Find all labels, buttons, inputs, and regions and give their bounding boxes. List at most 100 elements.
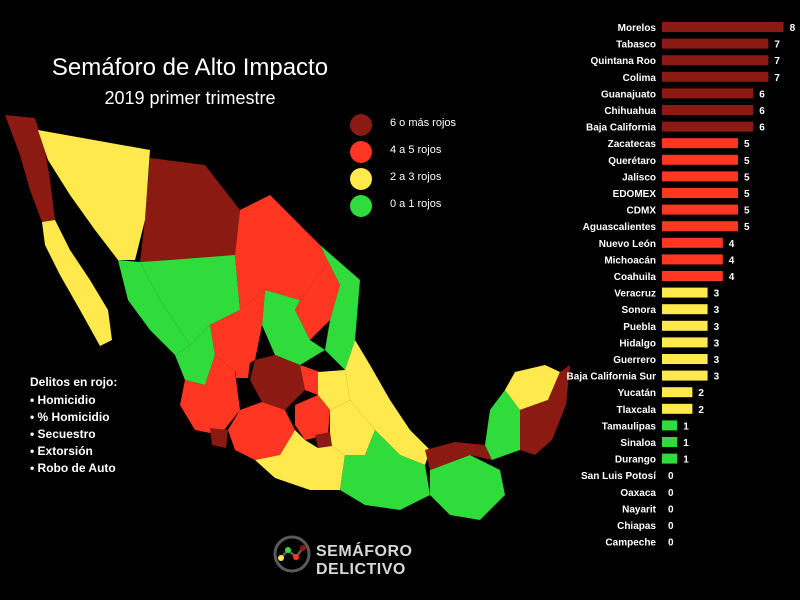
note-item: • Robo de Auto xyxy=(30,461,116,475)
category-label: Guanajuato xyxy=(601,89,656,100)
category-label: Durango xyxy=(615,455,656,466)
category-label: Aguascalientes xyxy=(583,222,657,233)
category-label: Sinaloa xyxy=(620,438,656,449)
bar xyxy=(662,221,738,232)
value-label: 5 xyxy=(744,222,750,233)
bar xyxy=(662,237,723,248)
map-region-chiapas xyxy=(430,455,505,520)
value-label: 6 xyxy=(759,89,765,100)
map-region-jalisco xyxy=(180,355,240,435)
map-region-san-luis-potosi xyxy=(262,290,325,365)
legend: 6 o más rojos 4 a 5 rojos 2 a 3 rojos 0 … xyxy=(350,114,500,222)
value-label: 1 xyxy=(683,455,689,466)
category-label: Sonora xyxy=(622,305,657,316)
bar xyxy=(662,71,769,82)
category-label: Michoacán xyxy=(604,255,656,266)
value-label: 1 xyxy=(683,421,689,432)
bar xyxy=(662,387,693,398)
map-region-baja-california-sur xyxy=(42,220,112,346)
bar xyxy=(662,320,708,331)
category-label: Baja California xyxy=(586,123,656,134)
value-label: 3 xyxy=(714,322,720,333)
bar xyxy=(662,420,678,431)
note-text: Homicidio xyxy=(37,393,96,407)
note-text: Extorsión xyxy=(37,444,93,458)
legend-label: 2 a 3 rojos xyxy=(390,171,442,183)
map-region-coahuila xyxy=(235,195,330,310)
legend-label: 0 a 1 rojos xyxy=(390,198,442,210)
bar xyxy=(662,154,738,165)
map-region-nayarit xyxy=(175,325,215,385)
value-label: 7 xyxy=(774,56,780,67)
map-region-colima xyxy=(210,428,228,448)
value-label: 0 xyxy=(668,471,674,482)
bar xyxy=(662,354,708,364)
map-region-cdmx xyxy=(312,413,321,423)
map-region-tamaulipas xyxy=(320,245,360,370)
category-label: Veracruz xyxy=(614,289,656,300)
legend-swatch xyxy=(350,114,372,136)
note-item: • % Homicidio xyxy=(30,410,110,424)
category-label: Puebla xyxy=(623,322,656,333)
bar xyxy=(662,337,708,348)
bar xyxy=(662,121,754,132)
note-text: Robo de Auto xyxy=(37,461,116,475)
bar xyxy=(662,453,678,464)
value-label: 3 xyxy=(714,355,720,366)
category-label: Zacatecas xyxy=(608,139,657,150)
value-label: 1 xyxy=(683,438,689,449)
legend-label: 4 a 5 rojos xyxy=(390,144,442,156)
bar-chart: Morelos 8 Tabasco 7 Quintana Roo 7 Colima 7 Guan… xyxy=(567,22,796,549)
map-region-oaxaca xyxy=(340,430,430,510)
value-label: 3 xyxy=(714,338,720,349)
note-item: • Extorsión xyxy=(30,444,93,458)
category-label: Morelos xyxy=(618,23,657,34)
bar xyxy=(662,287,708,298)
map-region-veracruz xyxy=(345,340,430,465)
category-label: San Luis Potosí xyxy=(581,471,657,482)
value-label: 5 xyxy=(744,139,750,150)
map-region-baja-california xyxy=(5,115,55,222)
bar xyxy=(662,304,708,315)
bar xyxy=(662,22,784,32)
map-region-tabasco xyxy=(425,442,492,470)
category-label: Colima xyxy=(623,73,657,84)
legend-swatch xyxy=(350,141,372,163)
category-label: Guerrero xyxy=(613,355,656,366)
map-region-chihuahua xyxy=(140,158,240,268)
value-label: 0 xyxy=(668,504,674,515)
bar xyxy=(662,370,708,381)
value-label: 3 xyxy=(714,372,720,383)
logo: SEMÁFORO DELICTIVO xyxy=(272,532,502,578)
category-label: Oaxaca xyxy=(620,488,656,499)
value-label: 7 xyxy=(774,40,780,51)
map-region-hidalgo xyxy=(318,370,350,410)
bar xyxy=(662,254,723,265)
map-region-morelos xyxy=(315,432,332,448)
value-label: 2 xyxy=(698,405,704,416)
category-label: Quintana Roo xyxy=(590,56,656,67)
category-label: Hidalgo xyxy=(619,338,656,349)
legend-item-dark-red: 6 o más rojos xyxy=(350,114,500,141)
map-region-yucatan xyxy=(505,365,560,410)
value-label: 5 xyxy=(744,189,750,200)
value-label: 3 xyxy=(714,289,720,300)
category-label: Chihuahua xyxy=(604,106,656,117)
map-region-sinaloa xyxy=(118,260,190,355)
notes-title: Delitos en rojo: xyxy=(30,375,118,389)
bar xyxy=(662,188,738,198)
category-label: Yucatán xyxy=(618,388,656,399)
note-item: • Homicidio xyxy=(30,393,96,407)
bar xyxy=(662,138,738,149)
category-label: Baja California Sur xyxy=(567,372,657,383)
category-label: CDMX xyxy=(627,206,657,217)
category-label: Nayarit xyxy=(622,504,657,515)
value-label: 6 xyxy=(759,106,765,117)
logo-text: SEMÁFORO DELICTIVO xyxy=(316,543,413,578)
category-label: EDOMEX xyxy=(613,189,657,200)
category-label: Jalisco xyxy=(622,172,656,183)
value-label: 0 xyxy=(668,538,674,549)
map-region-tlaxcala xyxy=(340,408,350,419)
legend-item-red: 4 a 5 rojos xyxy=(350,141,500,168)
category-label: Tlaxcala xyxy=(617,405,657,416)
